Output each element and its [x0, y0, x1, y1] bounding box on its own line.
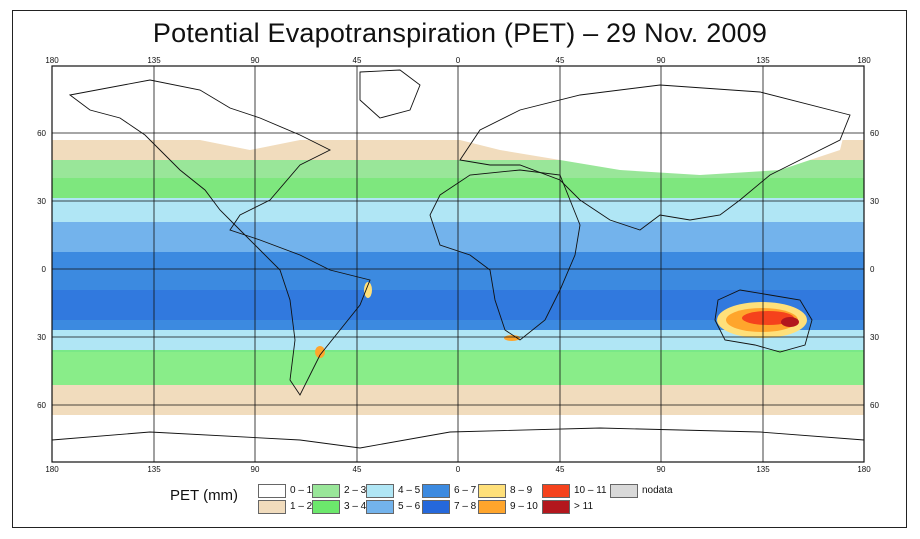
bottom-tick: 0 [456, 465, 461, 474]
bottom-tick: 45 [556, 465, 565, 474]
south-america-hotspot [315, 346, 325, 358]
greenland-coastline [359, 69, 421, 119]
eurasia-low-pet [440, 80, 850, 175]
left-tick: 30 [37, 197, 46, 206]
right-tick: 60 [870, 401, 879, 410]
top-tick: 90 [657, 56, 666, 65]
australia-10-11 [742, 311, 794, 325]
top-tick: 135 [147, 56, 161, 65]
southern-africa-hotspot [504, 335, 520, 341]
antarctica-coastline [52, 427, 864, 449]
graticule [52, 66, 864, 462]
map-title: Potential Evapotranspiration (PET) – 29 … [152, 18, 768, 48]
legend-label-7-8: 7 – 8 [454, 501, 477, 512]
legend-label-8-9: 8 – 9 [510, 485, 533, 496]
left-tick: 0 [42, 265, 47, 274]
legend-swatch-7-8 [422, 500, 450, 514]
legend-swatch-2-3 [312, 484, 340, 498]
top-tick: 0 [456, 56, 461, 65]
north-america-low-pet [70, 72, 340, 150]
left-tick: 60 [37, 401, 46, 410]
legend-label-5-6: 5 – 6 [398, 501, 421, 512]
legend-label-0-1: 0 – 1 [290, 485, 313, 496]
bottom-tick: 90 [251, 465, 260, 474]
bottom-tick: 135 [147, 465, 161, 474]
legend-swatch-3-4 [312, 500, 340, 514]
legend-label-10-11: 10 – 11 [574, 485, 607, 496]
legend-swatch-1-2 [258, 500, 286, 514]
figure-frame [12, 10, 907, 528]
australia-over-11 [781, 317, 799, 327]
top-tick: 180 [857, 56, 871, 65]
legend-swatch-over-11 [542, 500, 570, 514]
legend-swatch-4-5 [366, 484, 394, 498]
legend-swatch-5-6 [366, 500, 394, 514]
legend-label-2-3: 2 – 3 [344, 485, 367, 496]
left-tick: 60 [37, 129, 46, 138]
legend-swatch-8-9 [478, 484, 506, 498]
right-tick: 60 [870, 129, 879, 138]
top-tick: 45 [556, 56, 565, 65]
legend-title: PET (mm) [170, 487, 239, 504]
legend-swatch-9-10 [478, 500, 506, 514]
legend-label-6-7: 6 – 7 [454, 485, 477, 496]
americas-coastline [68, 79, 371, 396]
left-tick: 30 [37, 333, 46, 342]
top-tick: 90 [251, 56, 260, 65]
legend-label-1-2: 1 – 2 [290, 501, 313, 512]
bottom-tick: 180 [45, 465, 59, 474]
australia-coastline [714, 289, 813, 353]
legend-label-9-10: 9 – 10 [510, 501, 538, 512]
bottom-tick: 90 [657, 465, 666, 474]
bottom-tick: 135 [756, 465, 770, 474]
right-tick: 30 [870, 197, 879, 206]
eurasia-coastline [459, 84, 851, 231]
top-tick: 180 [45, 56, 59, 65]
legend-swatch-0-1 [258, 484, 286, 498]
legend-label-3-4: 3 – 4 [344, 501, 367, 512]
top-tick: 135 [756, 56, 770, 65]
brazil-hotspot [364, 282, 372, 298]
legend-swatch-6-7 [422, 484, 450, 498]
bottom-tick: 45 [353, 465, 362, 474]
legend-label-4-5: 4 – 5 [398, 485, 421, 496]
legend-swatch-10-11 [542, 484, 570, 498]
legend-label-nodata: nodata [642, 485, 673, 496]
africa-coastline [429, 169, 581, 341]
top-tick: 45 [353, 56, 362, 65]
right-tick: 30 [870, 333, 879, 342]
legend-label-over-11: > 11 [574, 501, 593, 512]
legend-swatch-nodata [610, 484, 638, 498]
bottom-tick: 180 [857, 465, 871, 474]
right-tick: 0 [870, 265, 875, 274]
